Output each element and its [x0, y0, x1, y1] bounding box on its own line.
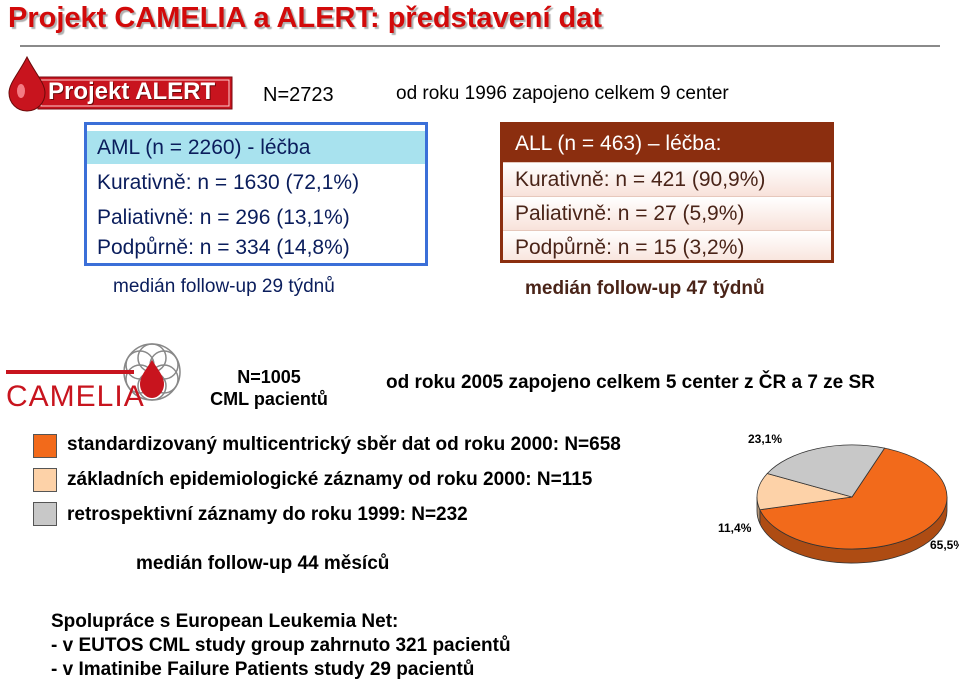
collaboration-heading: Spolupráce s European Leukemia Net: [51, 611, 399, 632]
legend-label-epidemiological: základních epidemiologické záznamy od ro… [67, 469, 593, 490]
aml-box: AML (n = 2260) - léčba Kurativně: n = 16… [84, 122, 428, 266]
camelia-patient-count: N=1005 CML pacientů [208, 366, 330, 410]
alert-logo-text: Projekt ALERT [48, 78, 216, 105]
camelia-centers: od roku 2005 zapojeno celkem 5 center z … [386, 372, 875, 393]
legend-swatch-retrospective [33, 502, 57, 526]
pie-slice [756, 473, 853, 511]
pie-slice-label: 65,5% [930, 538, 959, 552]
aml-header: AML (n = 2260) - léčba [87, 131, 425, 164]
pie-slice [766, 444, 886, 498]
aml-follow-up: medián follow-up 29 týdnů [113, 276, 335, 297]
camelia-n: N=1005 [237, 367, 301, 387]
collaboration-eutos: - v EUTOS CML study group zahrnuto 321 p… [51, 635, 511, 656]
pie-slice-label: 11,4% [718, 521, 752, 535]
blood-drop-icon [140, 360, 164, 398]
alert-logo [8, 55, 233, 112]
pie-slice [759, 447, 948, 550]
camelia-follow-up: medián follow-up 44 měsíců [136, 553, 390, 574]
aml-row-curative: Kurativně: n = 1630 (72,1%) [97, 171, 360, 194]
legend-label-standardized: standardizovaný multicentrický sběr dat … [67, 434, 621, 455]
aml-row-supportive: Podpůrně: n = 334 (14,8%) [97, 236, 350, 259]
camelia-cml-label: CML pacientů [210, 389, 328, 409]
svg-text:CAMELIA: CAMELIA [6, 380, 145, 413]
alert-centers: od roku 1996 zapojeno celkem 9 center [396, 83, 729, 104]
collaboration-block: Spolupráce s European Leukemia Net: - v … [51, 610, 511, 682]
legend-label-retrospective: retrospektivní záznamy do roku 1999: N=2… [67, 504, 468, 525]
collaboration-imatinib: - v Imatinibe Failure Patients study 29 … [51, 659, 475, 680]
all-row-supportive: Podpůrně: n = 15 (3,2%) [503, 230, 831, 260]
page-title: Projekt CAMELIA a ALERT: představení dat [8, 2, 603, 34]
legend-swatch-epidemiological [33, 468, 57, 492]
blood-drop-icon [8, 55, 46, 112]
title-divider [20, 45, 940, 47]
all-box: ALL (n = 463) – léčba: Kurativně: n = 42… [500, 122, 834, 263]
legend-swatch-standardized [33, 434, 57, 458]
all-follow-up: medián follow-up 47 týdnů [525, 278, 765, 299]
alert-patient-count: N=2723 [263, 84, 334, 106]
pie-slice-label: 23,1% [748, 432, 782, 446]
aml-row-palliative: Paliativně: n = 296 (13,1%) [97, 206, 350, 229]
pie-chart: 65,5% 11,4% 23,1% [718, 432, 959, 564]
all-row-palliative: Paliativně: n = 27 (5,9%) [503, 196, 831, 230]
camelia-logo: CAMELIA [6, 343, 181, 413]
all-header: ALL (n = 463) – léčba: [503, 125, 831, 162]
all-row-curative: Kurativně: n = 421 (90,9%) [503, 162, 831, 196]
